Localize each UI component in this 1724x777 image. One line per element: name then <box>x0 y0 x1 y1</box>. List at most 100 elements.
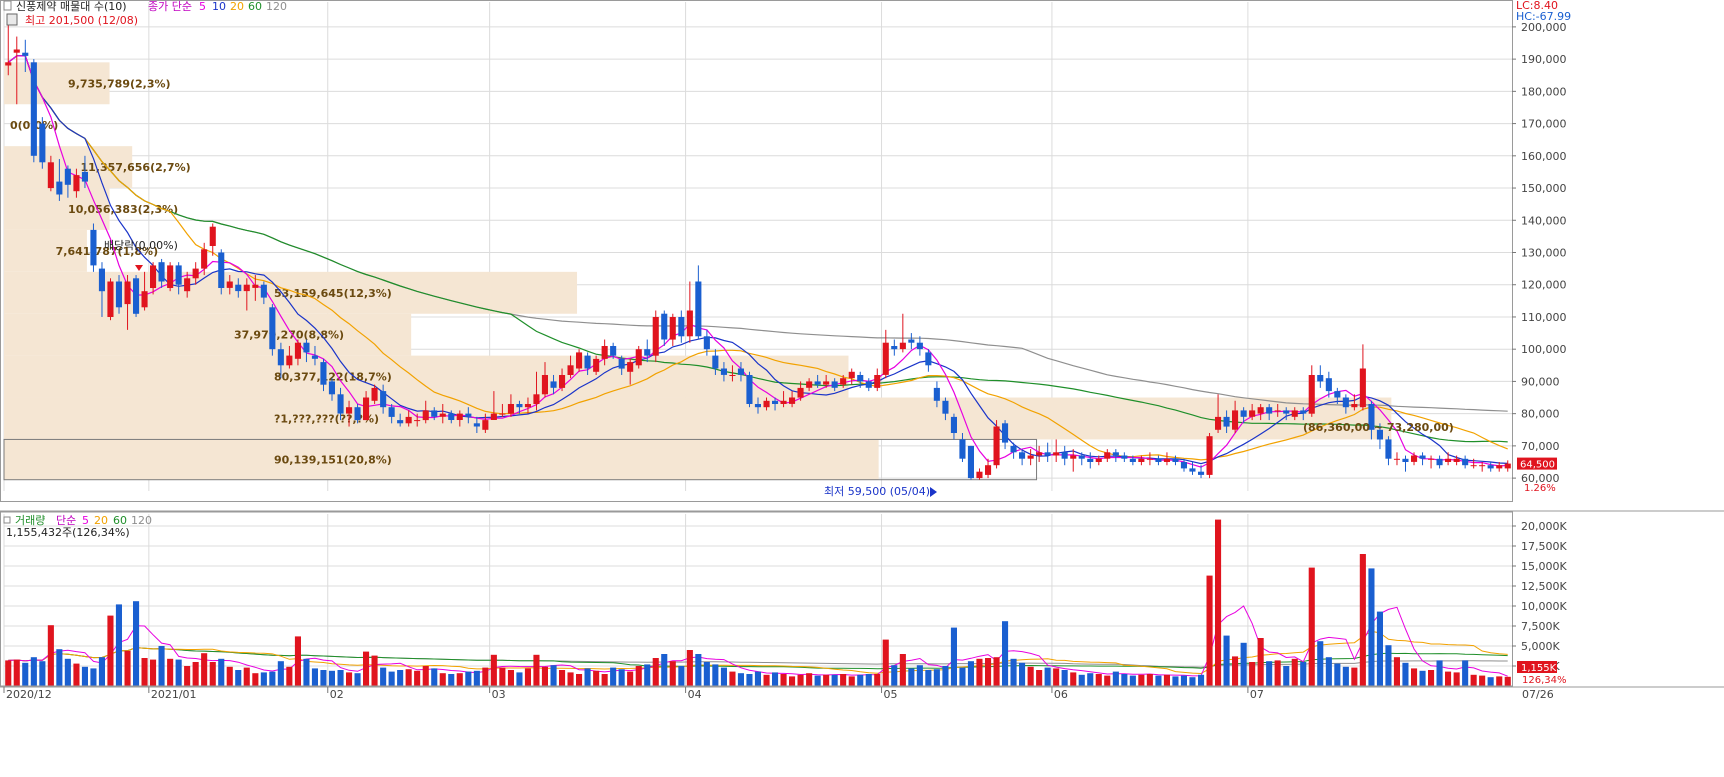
candle-body <box>567 365 574 375</box>
volume-period-20: 20 <box>94 514 108 527</box>
candle-body <box>1411 455 1418 462</box>
candle-body <box>456 413 463 420</box>
candle-body <box>524 404 531 408</box>
volume-bar <box>644 664 651 686</box>
candle-body <box>1019 452 1026 459</box>
volume-bar <box>1019 662 1026 686</box>
volume-tick-label: 10,000K <box>1521 600 1567 613</box>
candle-body <box>550 381 557 388</box>
legend-box-icon[interactable] <box>3 0 12 11</box>
candle-body <box>814 381 821 385</box>
price-tick-label: 80,000 <box>1521 408 1560 421</box>
candle-body <box>985 465 992 475</box>
volume-bar <box>1496 676 1503 686</box>
axes: 200,000 190,000 180,000 170,000 160,000 150,0… <box>0 21 1724 701</box>
volume-bar <box>678 666 685 686</box>
candlesticks <box>5 22 1511 480</box>
volume-bar <box>5 660 12 686</box>
ma-period-60: 60 <box>248 0 262 13</box>
candle-body <box>363 397 370 421</box>
volume-bar <box>746 674 753 686</box>
candle-body <box>320 362 327 385</box>
volume-bar <box>499 667 506 686</box>
volume-bar <box>328 670 335 686</box>
candle-body <box>56 181 63 195</box>
profile-label: ?1,???,???(??,?%) <box>274 412 379 425</box>
candle-body <box>439 413 446 417</box>
volume-bar <box>73 663 80 686</box>
candle-body <box>831 381 838 388</box>
volume-bar <box>559 670 566 686</box>
candle-body <box>541 375 548 395</box>
volume-bar <box>1215 519 1222 686</box>
candle-body <box>5 62 12 66</box>
candle-body <box>1095 458 1102 462</box>
x-tick-label: 03 <box>492 688 506 701</box>
candle-body <box>823 381 830 385</box>
volume-bar <box>192 662 199 686</box>
candle-body <box>627 362 634 372</box>
candle-body <box>73 175 80 192</box>
candle-body <box>678 317 685 337</box>
candle-body <box>1470 465 1477 467</box>
volume-bar <box>967 661 974 686</box>
candle-body <box>124 281 131 305</box>
candle-body <box>1044 452 1051 456</box>
volume-box-icon[interactable] <box>3 516 11 524</box>
volume-bar <box>891 665 898 686</box>
volume-bar <box>490 654 497 686</box>
volume-bar <box>1359 554 1366 686</box>
volume-bar <box>243 667 250 686</box>
volume-bar <box>541 666 548 686</box>
volume-bar <box>1061 670 1068 686</box>
volume-bar <box>1385 645 1392 686</box>
candle-body <box>882 342 889 375</box>
volume-bar <box>90 668 97 686</box>
candle-body <box>1393 458 1400 460</box>
volume-bar <box>686 650 693 686</box>
volume-bar <box>1376 611 1383 686</box>
candle-body <box>661 313 668 340</box>
volume-bar <box>1121 674 1128 686</box>
candle-body <box>618 358 625 369</box>
candle-body <box>269 307 276 350</box>
candle-body <box>1419 455 1426 459</box>
profile-bar <box>4 397 1392 440</box>
candle-body <box>465 413 472 417</box>
candle-body <box>1002 423 1009 443</box>
volume-bar <box>226 666 233 686</box>
volume-bars <box>5 519 1511 686</box>
candle-body <box>1061 452 1068 459</box>
volume-bar <box>1027 666 1034 686</box>
volume-bar <box>1334 663 1341 686</box>
volume-bar <box>601 674 608 686</box>
volume-bar <box>1240 642 1247 686</box>
ma-period-120: 120 <box>266 0 287 13</box>
volume-bar <box>985 658 992 686</box>
candle-body <box>277 349 284 366</box>
grid-toggle-icon[interactable] <box>6 13 18 26</box>
volume-bar <box>533 654 540 686</box>
candle-body <box>1445 458 1452 462</box>
volume-bar <box>98 657 105 686</box>
volume-bar <box>814 675 821 686</box>
candle-body <box>1104 452 1111 459</box>
volume-bar <box>729 671 736 686</box>
price-tick-label: 130,000 <box>1521 247 1567 260</box>
candle-body <box>610 346 617 356</box>
lc-label: LC:8.40 <box>1516 0 1558 12</box>
volume-bar <box>1198 674 1205 686</box>
volume-bar <box>337 670 344 686</box>
x-tick-label: 07 <box>1250 688 1264 701</box>
profile-label: 53,159,645(12,3%) <box>274 287 392 300</box>
candle-body <box>201 249 208 269</box>
volume-bar <box>260 672 267 686</box>
volume-bar <box>482 667 489 686</box>
candle-body <box>431 410 438 417</box>
volume-bar <box>1129 675 1136 686</box>
volume-bar <box>737 673 744 686</box>
volume-bar <box>942 666 949 686</box>
volume-bar <box>1411 668 1418 686</box>
x-tick-label: 05 <box>884 688 898 701</box>
volume-bar <box>874 674 881 686</box>
